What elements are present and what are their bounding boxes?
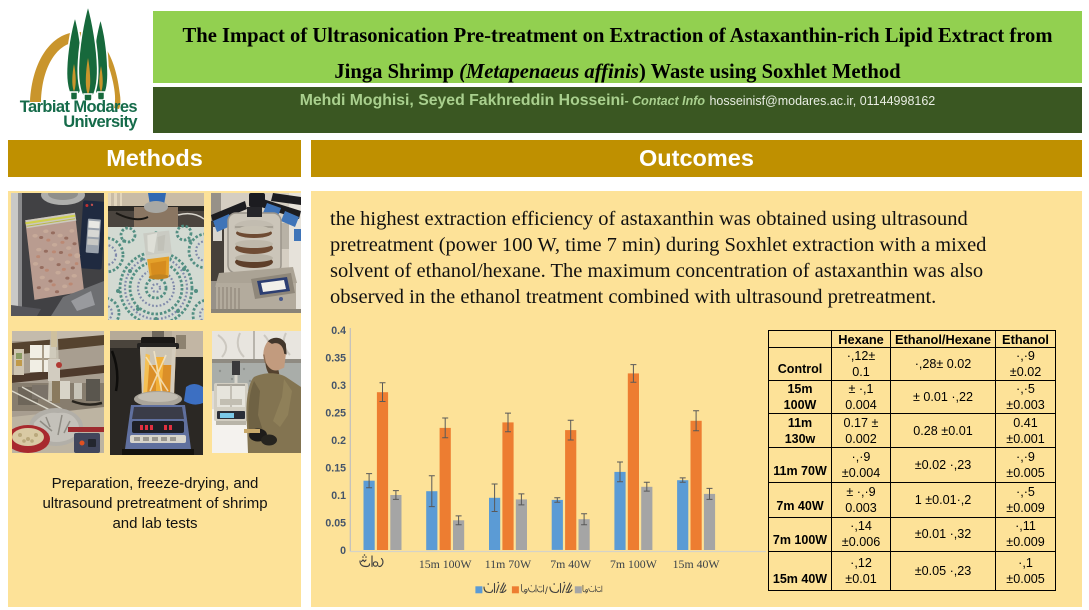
- svg-text:/: /: [545, 586, 548, 597]
- svg-text:University: University: [63, 113, 138, 131]
- svg-text:15m 100W: 15m 100W: [419, 557, 473, 571]
- svg-text:0.4: 0.4: [331, 325, 346, 337]
- svg-text:0.1: 0.1: [331, 490, 346, 502]
- svg-text:0: 0: [340, 545, 346, 557]
- svg-text:11m 70W: 11m 70W: [485, 557, 532, 571]
- svg-text:0.25: 0.25: [325, 408, 346, 420]
- svg-text:7m 100W: 7m 100W: [610, 557, 658, 571]
- svg-text:0.35: 0.35: [325, 353, 346, 365]
- svg-text:7m 40W: 7m 40W: [550, 557, 592, 571]
- svg-text:0.05: 0.05: [325, 518, 346, 530]
- svg-text:0.3: 0.3: [331, 380, 346, 392]
- svg-text:Tarbiat Modares: Tarbiat Modares: [20, 98, 138, 116]
- svg-text:15m 40W: 15m 40W: [673, 557, 721, 571]
- svg-text:0.2: 0.2: [331, 435, 346, 447]
- svg-text:0.15: 0.15: [325, 463, 346, 475]
